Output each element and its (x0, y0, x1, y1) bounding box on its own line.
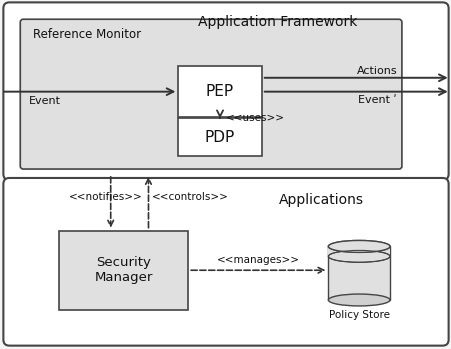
Text: Applications: Applications (278, 193, 363, 207)
Text: <<controls>>: <<controls>> (152, 192, 228, 202)
FancyBboxPatch shape (20, 19, 401, 169)
Bar (327, 246, 390, 257)
Ellipse shape (327, 240, 389, 252)
Text: Event ʹ: Event ʹ (357, 95, 396, 105)
Text: <<uses>>: <<uses>> (226, 113, 285, 123)
Ellipse shape (327, 294, 389, 306)
Bar (327, 246, 389, 300)
Text: PDP: PDP (204, 130, 235, 145)
Text: Application Framework: Application Framework (198, 15, 357, 29)
FancyBboxPatch shape (3, 2, 448, 180)
Text: PEP: PEP (206, 84, 234, 99)
FancyBboxPatch shape (178, 118, 261, 156)
Text: Event: Event (29, 96, 61, 106)
FancyBboxPatch shape (59, 231, 188, 310)
Ellipse shape (327, 240, 389, 252)
Text: <<notifies>>: <<notifies>> (69, 192, 143, 202)
Text: Security
Manager: Security Manager (94, 256, 152, 284)
Text: Actions: Actions (356, 66, 396, 76)
Text: <<manages>>: <<manages>> (216, 255, 299, 265)
Text: Reference Monitor: Reference Monitor (33, 28, 141, 40)
FancyBboxPatch shape (3, 178, 448, 346)
FancyBboxPatch shape (178, 66, 261, 118)
Text: Policy Store: Policy Store (328, 310, 389, 320)
